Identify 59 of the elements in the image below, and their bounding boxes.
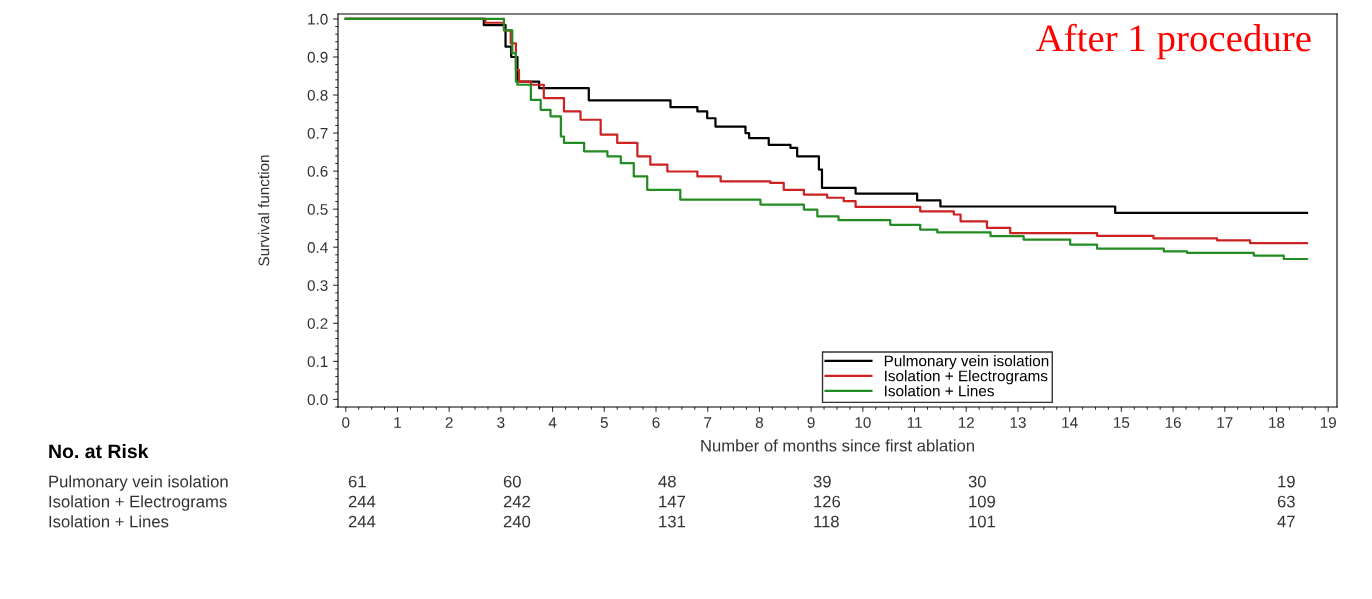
x-tick-label: 4 — [548, 417, 557, 428]
text: 244 — [348, 495, 376, 508]
y-tick-label: 1.0 — [308, 13, 328, 25]
y-tick-label: 0.8 — [307, 89, 328, 101]
y-tick-label: 0.1 — [307, 356, 328, 368]
x-tick-label: 9 — [807, 417, 815, 428]
x-tick-label: 1 — [394, 417, 401, 428]
x-tick-label: 0 — [342, 417, 350, 428]
x-tick-label: 12 — [958, 417, 974, 428]
text: 240 — [503, 515, 531, 528]
text: 61 — [348, 475, 366, 488]
text: Isolation + Lines — [49, 515, 169, 528]
legend-label: Isolation + Electrograms — [885, 370, 1048, 385]
text: No. at Risk — [49, 443, 149, 459]
y-tick-label: 0.4 — [307, 242, 328, 253]
text: 60 — [503, 475, 521, 488]
text: 39 — [813, 475, 831, 488]
x-axis-title: Number of months since first ablation — [701, 439, 974, 452]
text: 131 — [659, 515, 685, 528]
text: 63 — [1277, 495, 1295, 508]
y-tick-label: 0.5 — [307, 204, 328, 215]
text: 48 — [658, 475, 676, 488]
x-tick-label: 10 — [855, 417, 871, 428]
text: 19 — [1278, 475, 1295, 488]
x-tick-label: 7 — [704, 417, 712, 428]
text: 147 — [659, 495, 685, 508]
legend-label: Isolation + Lines — [885, 385, 994, 397]
x-tick-label: 16 — [1165, 417, 1181, 428]
x-tick-label: 18 — [1269, 417, 1285, 428]
y-tick-label: 0.3 — [307, 280, 328, 291]
legend-label: Pulmonary vein isolation — [884, 355, 1049, 370]
x-tick-label: 6 — [652, 417, 660, 428]
x-tick-label: 13 — [1010, 417, 1026, 428]
text: 244 — [348, 515, 376, 528]
text: 109 — [969, 495, 996, 508]
x-tick-label: 11 — [907, 417, 922, 428]
y-tick-label: 0.6 — [307, 165, 328, 177]
y-tick-label: 0.9 — [307, 51, 328, 63]
text: Isolation + Electrograms — [49, 495, 227, 511]
x-tick-label: 19 — [1320, 417, 1336, 428]
y-tick-label: 0.0 — [307, 394, 328, 406]
y-tick-label: 0.7 — [307, 127, 328, 139]
text: 47 — [1277, 515, 1295, 528]
annotation: After 1 procedure — [1036, 23, 1311, 60]
x-tick-label: 15 — [1114, 417, 1130, 428]
text: 126 — [814, 495, 841, 508]
text: 118 — [814, 515, 839, 528]
x-tick-label: 3 — [497, 417, 505, 428]
y-axis-title: Survival function — [258, 155, 270, 266]
text: 242 — [503, 495, 530, 508]
x-tick-label: 14 — [1062, 417, 1078, 428]
text: Pulmonary vein isolation — [49, 475, 228, 491]
x-tick-label: 17 — [1217, 417, 1233, 428]
x-tick-label: 2 — [445, 417, 453, 428]
text: 101 — [969, 515, 995, 528]
text: 30 — [968, 475, 986, 488]
y-tick-label: 0.2 — [307, 318, 328, 329]
x-tick-label: 8 — [755, 417, 764, 428]
x-tick-label: 5 — [600, 417, 608, 428]
